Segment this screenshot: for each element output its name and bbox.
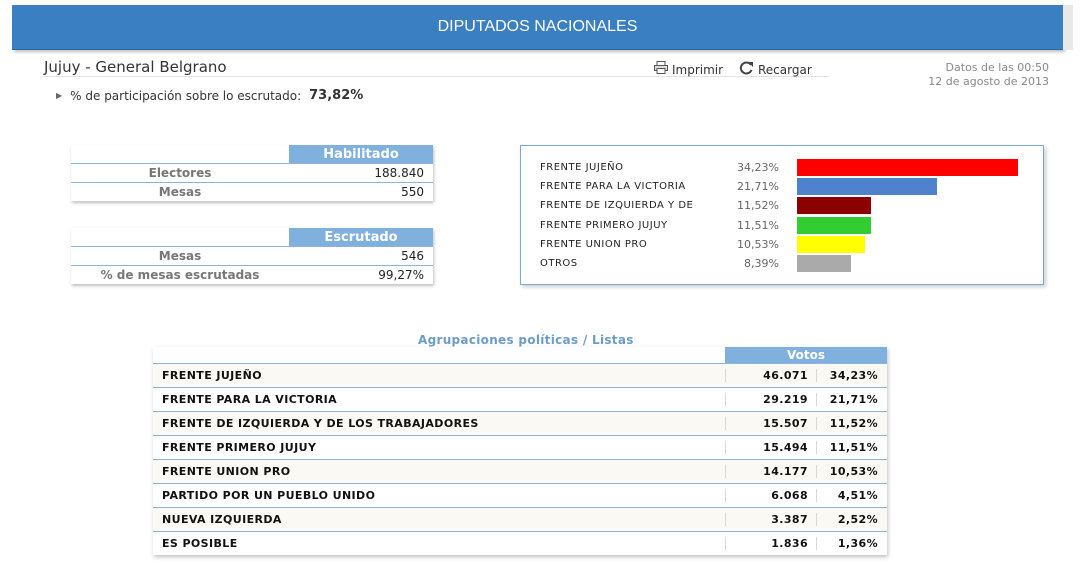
- party-votes: 3.387: [725, 513, 816, 526]
- reload-button[interactable]: Recargar: [739, 61, 812, 79]
- party-name: FRENTE PARA LA VICTORIA: [162, 393, 338, 406]
- escrutado-header: Escrutado: [289, 228, 433, 246]
- chart-value-label: 34,23%: [737, 161, 779, 174]
- party-percentage: 21,71%: [816, 393, 887, 406]
- refresh-icon: [739, 61, 754, 79]
- chart-bar: [797, 216, 871, 234]
- chart-value-label: 11,52%: [737, 199, 779, 213]
- habilitado-header: Habilitado: [289, 145, 433, 163]
- table-row: FRENTE PRIMERO JUJUY 15.494 11,51%: [153, 435, 887, 459]
- table-row: FRENTE UNION PRO 14.177 10,53%: [153, 459, 887, 483]
- escrutado-table: Escrutado Mesas 546 % de mesas escrutada…: [71, 228, 433, 284]
- timestamp-time: Datos de las 00:50: [945, 61, 1049, 74]
- chart-category-label: FRENTE DE IZQUIERDA Y DE: [540, 200, 694, 212]
- print-label: Imprimir: [672, 62, 724, 77]
- chart-category-label: OTROS: [540, 258, 578, 269]
- party-votes: 15.494: [725, 441, 816, 454]
- party-votes: 1.836: [725, 537, 816, 550]
- reload-label: Recargar: [758, 63, 812, 77]
- chart-category-label: FRENTE JUJEÑO: [540, 162, 624, 173]
- chart-bar: [797, 235, 865, 253]
- location-divider: [44, 76, 829, 77]
- party-name: FRENTE UNION PRO: [162, 465, 291, 478]
- party-percentage: 11,52%: [816, 417, 887, 430]
- party-percentage: 2,52%: [816, 513, 887, 526]
- row-label: Electores: [148, 166, 212, 180]
- participation-label: % de participación sobre lo escrutado:: [70, 88, 302, 103]
- table-row: FRENTE JUJEÑO 46.071 34,23%: [153, 363, 887, 387]
- table-row: ES POSIBLE 1.836 1,36%: [153, 531, 887, 555]
- chart-value-label: 8,39%: [744, 257, 779, 270]
- party-votes: 14.177: [725, 465, 816, 478]
- row-label: Mesas: [158, 249, 202, 263]
- location-title: Jujuy - General Belgrano: [44, 58, 227, 76]
- data-timestamp: Datos de las 00:50 12 de agosto de 2013: [928, 61, 1049, 89]
- party-votes: 6.068: [725, 489, 816, 502]
- chart-value-label: 11,51%: [737, 218, 779, 232]
- chart-value-label: 10,53%: [737, 237, 779, 251]
- chart-bar: [797, 255, 851, 272]
- chart-bar: [797, 178, 937, 196]
- party-percentage: 1,36%: [816, 537, 887, 550]
- chart-value-label: 21,71%: [737, 180, 779, 194]
- party-percentage: 10,53%: [816, 465, 887, 478]
- party-percentage: 4,51%: [816, 489, 887, 502]
- participation-value: 73,82%: [309, 88, 364, 103]
- page-title: DIPUTADOS NACIONALES: [437, 18, 638, 35]
- timestamp-date: 12 de agosto de 2013: [928, 75, 1049, 88]
- row-value: 546: [401, 249, 424, 263]
- party-votes: 46.071: [725, 369, 816, 382]
- table-row: Electores 188.840: [71, 163, 433, 182]
- row-value: 99,27%: [378, 268, 424, 282]
- table-row: NUEVA IZQUIERDA 3.387 2,52%: [153, 507, 887, 531]
- table-row: Mesas 546: [71, 246, 433, 265]
- party-name: ES POSIBLE: [162, 537, 238, 550]
- table-row: % de mesas escrutadas 99,27%: [71, 265, 433, 284]
- chart-category-label: FRENTE PRIMERO JUJUY: [540, 219, 668, 231]
- header-bar: DIPUTADOS NACIONALES: [12, 5, 1063, 50]
- chart-bar: [797, 159, 1018, 176]
- row-value: 550: [401, 185, 424, 199]
- chart-bar: [797, 197, 871, 215]
- votes-header: Votos: [725, 347, 887, 363]
- printer-icon: [654, 61, 668, 78]
- header-side-edge: [1063, 5, 1073, 50]
- table-row: Mesas 550: [71, 182, 433, 201]
- party-votes: 29.219: [725, 393, 816, 406]
- table-row: FRENTE PARA LA VICTORIA 29.219 21,71%: [153, 387, 887, 411]
- party-percentage: 11,51%: [816, 441, 887, 454]
- party-name: NUEVA IZQUIERDA: [162, 513, 282, 526]
- party-percentage: 34,23%: [816, 369, 887, 382]
- party-name: PARTIDO POR UN PUEBLO UNIDO: [162, 489, 376, 502]
- party-name: FRENTE DE IZQUIERDA Y DE LOS TRABAJADORE…: [162, 417, 479, 430]
- table-row: PARTIDO POR UN PUEBLO UNIDO 6.068 4,51%: [153, 483, 887, 507]
- party-votes: 15.507: [725, 417, 816, 430]
- party-name: FRENTE JUJEÑO: [162, 369, 262, 382]
- participation-line: ▶ % de participación sobre lo escrutado:…: [56, 88, 363, 103]
- row-label: Mesas: [158, 185, 202, 199]
- chart-category-label: FRENTE PARA LA VICTORIA: [540, 181, 686, 193]
- results-bar-chart: FRENTE JUJEÑO 34,23% FRENTE PARA LA VICTOR…: [520, 145, 1044, 285]
- row-value: 188.840: [374, 166, 424, 180]
- caret-right-icon: ▶: [56, 91, 63, 100]
- results-table: Votos FRENTE JUJEÑO 46.071 34,23% FRENTE PA…: [153, 347, 887, 555]
- party-name: FRENTE PRIMERO JUJUY: [162, 441, 317, 454]
- chart-category-label: FRENTE UNION PRO: [540, 238, 648, 250]
- habilitado-table: Habilitado Electores 188.840 Mesas 550: [71, 145, 433, 201]
- table-row: FRENTE DE IZQUIERDA Y DE LOS TRABAJADORE…: [153, 411, 887, 435]
- results-section-title: Agrupaciones políticas / Listas: [418, 333, 634, 347]
- row-label: % de mesas escrutadas: [100, 268, 260, 282]
- print-button[interactable]: Imprimir: [654, 61, 723, 78]
